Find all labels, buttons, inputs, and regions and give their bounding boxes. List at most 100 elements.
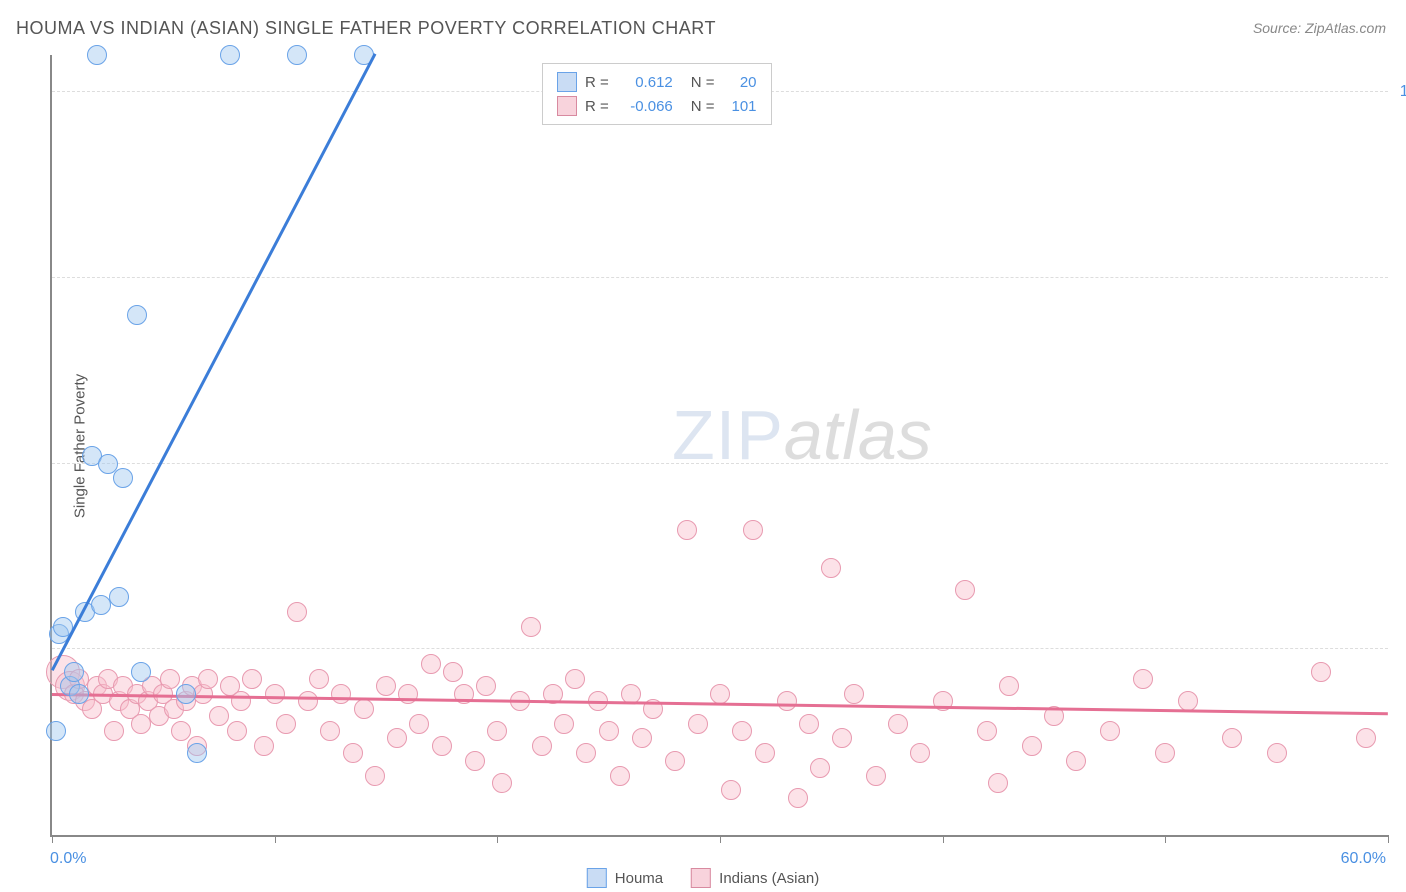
x-tick: [52, 835, 53, 843]
indian-point: [955, 580, 975, 600]
indian-point: [910, 743, 930, 763]
legend-swatch: [557, 96, 577, 116]
indian-point: [844, 684, 864, 704]
legend-n-label: N =: [691, 74, 715, 91]
indian-point: [276, 714, 296, 734]
gridline: [52, 648, 1388, 649]
indian-point: [610, 766, 630, 786]
indian-point: [1222, 728, 1242, 748]
indian-point: [265, 684, 285, 704]
indian-point: [710, 684, 730, 704]
indian-point: [999, 676, 1019, 696]
indian-point: [521, 617, 541, 637]
indian-point: [1311, 662, 1331, 682]
x-tick: [720, 835, 721, 843]
indian-point: [810, 758, 830, 778]
legend-n-label: N =: [691, 98, 715, 115]
indian-point: [409, 714, 429, 734]
x-tick: [497, 835, 498, 843]
indian-point: [343, 743, 363, 763]
indian-point: [476, 676, 496, 696]
houma-trendline: [51, 53, 376, 671]
indian-point: [242, 669, 262, 689]
indian-point: [387, 728, 407, 748]
series-legend-item: Indians (Asian): [691, 868, 819, 888]
indian-point: [721, 780, 741, 800]
legend-swatch: [557, 72, 577, 92]
legend-row: R = -0.066 N = 101: [557, 94, 757, 118]
indian-point: [799, 714, 819, 734]
houma-point: [87, 45, 107, 65]
y-tick-label: 100.0%: [1400, 83, 1406, 101]
indian-point: [443, 662, 463, 682]
correlation-legend: R =0.612N =20R =-0.066N =101: [542, 63, 772, 125]
indian-point: [421, 654, 441, 674]
houma-point: [109, 587, 129, 607]
indian-point: [104, 721, 124, 741]
indian-point: [365, 766, 385, 786]
indian-point: [866, 766, 886, 786]
indian-point: [777, 691, 797, 711]
indian-point: [287, 602, 307, 622]
indian-point: [432, 736, 452, 756]
series-legend-item: Houma: [587, 868, 663, 888]
indian-point: [1133, 669, 1153, 689]
indian-point: [227, 721, 247, 741]
houma-point: [46, 721, 66, 741]
source-label: Source: ZipAtlas.com: [1253, 20, 1386, 36]
chart-title: HOUMA VS INDIAN (ASIAN) SINGLE FATHER PO…: [16, 18, 716, 39]
indian-point: [487, 721, 507, 741]
x-tick: [275, 835, 276, 843]
indian-point: [732, 721, 752, 741]
indian-point: [209, 706, 229, 726]
x-max-label: 60.0%: [1341, 850, 1386, 868]
indian-point: [788, 788, 808, 808]
indian-point: [821, 558, 841, 578]
indian-point: [688, 714, 708, 734]
indian-point: [398, 684, 418, 704]
indian-point: [832, 728, 852, 748]
legend-label: Indians (Asian): [719, 870, 819, 887]
houma-point: [64, 662, 84, 682]
legend-r-value: 0.612: [617, 74, 673, 91]
indian-point: [298, 691, 318, 711]
indian-point: [465, 751, 485, 771]
legend-swatch: [691, 868, 711, 888]
legend-swatch: [587, 868, 607, 888]
houma-point: [127, 305, 147, 325]
houma-point: [176, 684, 196, 704]
indian-point: [354, 699, 374, 719]
plot-area: ZIPatlas 25.0%50.0%75.0%100.0%R =0.612N …: [50, 55, 1388, 837]
x-tick: [1388, 835, 1389, 843]
indian-point: [331, 684, 351, 704]
houma-point: [113, 468, 133, 488]
legend-n-value: 101: [723, 98, 757, 115]
indian-point: [1155, 743, 1175, 763]
indian-point: [309, 669, 329, 689]
gridline: [52, 277, 1388, 278]
indian-point: [565, 669, 585, 689]
x-min-label: 0.0%: [50, 850, 86, 868]
indian-point: [599, 721, 619, 741]
indian-point: [320, 721, 340, 741]
indian-point: [160, 669, 180, 689]
indian-point: [743, 520, 763, 540]
indian-point: [576, 743, 596, 763]
houma-point: [187, 743, 207, 763]
legend-r-label: R =: [585, 74, 609, 91]
legend-label: Houma: [615, 870, 663, 887]
legend-r-label: R =: [585, 98, 609, 115]
indian-point: [1267, 743, 1287, 763]
x-tick: [943, 835, 944, 843]
legend-r-value: -0.066: [617, 98, 673, 115]
indian-point: [888, 714, 908, 734]
indian-point: [554, 714, 574, 734]
houma-point: [69, 684, 89, 704]
indian-point: [198, 669, 218, 689]
indian-point: [677, 520, 697, 540]
indian-point: [1356, 728, 1376, 748]
indian-point: [1178, 691, 1198, 711]
indian-point: [532, 736, 552, 756]
bottom-legend: Houma Indians (Asian): [587, 868, 819, 888]
indian-point: [632, 728, 652, 748]
